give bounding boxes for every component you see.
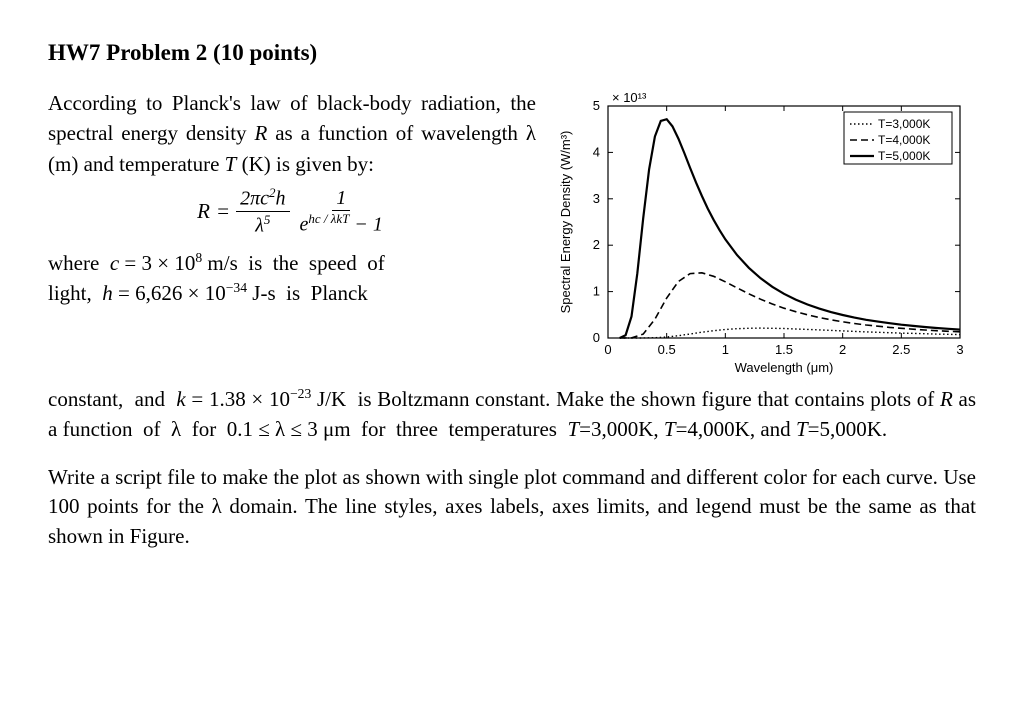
body-wrap: According to Planck's law of black-body … — [48, 88, 976, 384]
planck-chart: 0 0.5 1 1.5 2 2.5 3 0 1 2 3 4 5 × 10¹³ Wavelength (μm)… — [546, 88, 976, 378]
chart-column: 0 0.5 1 1.5 2 2.5 3 0 1 2 3 4 5 × 10¹³ Wavelength (μm)… — [546, 88, 976, 384]
svg-text:3: 3 — [956, 342, 963, 357]
svg-text:4: 4 — [593, 144, 600, 159]
formula-lhs: R — [197, 199, 210, 224]
formula-den1: λ5 — [251, 212, 274, 238]
svg-text:T=5,000K: T=5,000K — [878, 149, 930, 163]
svg-text:1: 1 — [722, 342, 729, 357]
formula-den2: ehc / λkT − 1 — [296, 211, 387, 237]
svg-text:Spectral Energy Density (W/m³): Spectral Energy Density (W/m³) — [558, 131, 573, 314]
formula: R = 2πc2h λ5 1 ehc / λkT − 1 — [48, 185, 536, 237]
svg-text:3: 3 — [593, 191, 600, 206]
svg-text:0: 0 — [604, 342, 611, 357]
svg-text:2.5: 2.5 — [892, 342, 910, 357]
mid-paragraph-2: light, h = 6,626 × 10−34 J-s is Planck — [48, 278, 536, 308]
intro-paragraph: According to Planck's law of black-body … — [48, 88, 536, 179]
svg-text:1: 1 — [593, 284, 600, 299]
formula-frac-2: 1 ehc / λkT − 1 — [296, 187, 387, 237]
svg-text:5: 5 — [593, 98, 600, 113]
final-paragraph: Write a script file to make the plot as … — [48, 463, 976, 551]
svg-text:2: 2 — [839, 342, 846, 357]
svg-text:Wavelength (μm): Wavelength (μm) — [735, 360, 834, 375]
full-paragraph: constant, and k = 1.38 × 10−23 J/K is Bo… — [48, 384, 976, 445]
svg-text:T=4,000K: T=4,000K — [878, 133, 930, 147]
formula-num2: 1 — [332, 187, 350, 211]
formula-frac-1: 2πc2h λ5 — [236, 185, 289, 237]
svg-text:T=3,000K: T=3,000K — [878, 117, 930, 131]
text-column: According to Planck's law of black-body … — [48, 88, 536, 384]
svg-text:2: 2 — [593, 237, 600, 252]
svg-text:0.5: 0.5 — [658, 342, 676, 357]
svg-text:× 10¹³: × 10¹³ — [612, 90, 647, 105]
formula-num1: 2πc2h — [236, 185, 289, 212]
mid-paragraph-1: where c = 3 × 108 m/s is the speed of — [48, 248, 536, 278]
problem-title: HW7 Problem 2 (10 points) — [48, 40, 976, 66]
svg-text:1.5: 1.5 — [775, 342, 793, 357]
svg-text:0: 0 — [593, 330, 600, 345]
